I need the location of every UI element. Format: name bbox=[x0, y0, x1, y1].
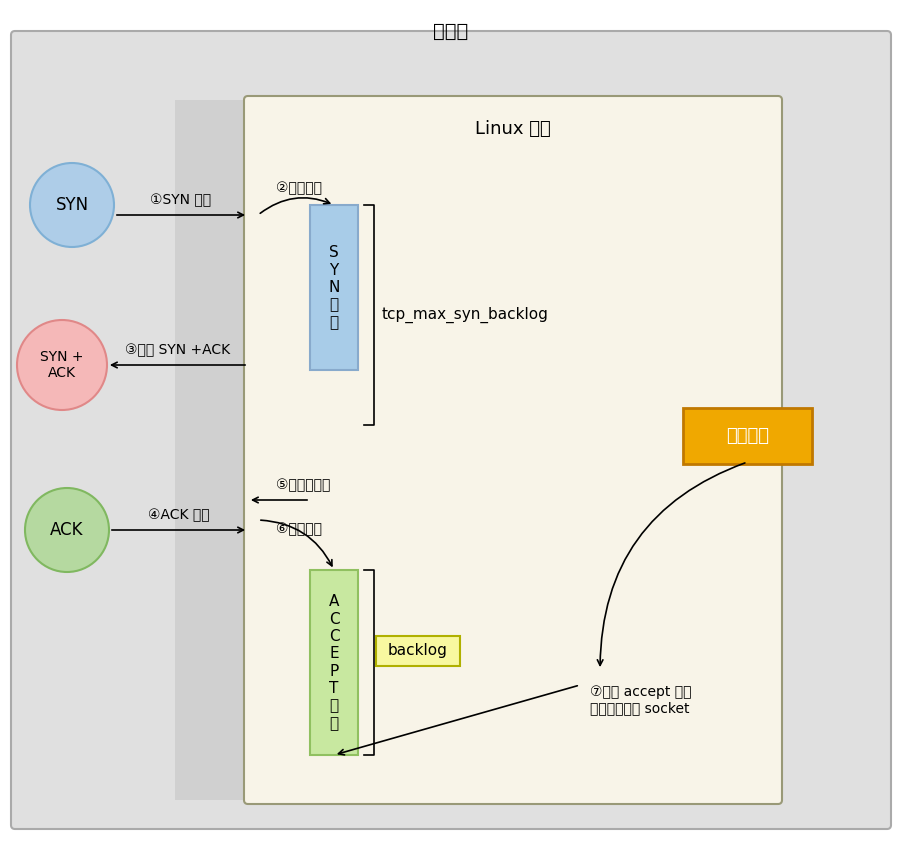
Text: 服务器: 服务器 bbox=[433, 22, 469, 41]
Circle shape bbox=[17, 320, 107, 410]
Text: Linux 内核: Linux 内核 bbox=[475, 120, 551, 138]
Text: A
C
C
E
P
T
队
列: A C C E P T 队 列 bbox=[328, 594, 339, 731]
Circle shape bbox=[25, 488, 109, 572]
Text: backlog: backlog bbox=[388, 643, 448, 658]
Text: 应用程序: 应用程序 bbox=[726, 427, 769, 445]
Text: S
Y
N
队
列: S Y N 队 列 bbox=[328, 245, 340, 330]
Text: ④ACK 到达: ④ACK 到达 bbox=[148, 508, 209, 522]
Text: tcp_max_syn_backlog: tcp_max_syn_backlog bbox=[382, 306, 549, 323]
Text: ②插入队列: ②插入队列 bbox=[276, 181, 322, 195]
Text: ⑤从队列取出: ⑤从队列取出 bbox=[276, 478, 330, 492]
Text: ⑥插入队列: ⑥插入队列 bbox=[276, 522, 322, 536]
FancyBboxPatch shape bbox=[11, 31, 891, 829]
Text: SYN: SYN bbox=[55, 196, 88, 214]
FancyBboxPatch shape bbox=[376, 636, 460, 666]
FancyBboxPatch shape bbox=[244, 96, 782, 804]
Text: ①SYN 到达: ①SYN 到达 bbox=[151, 193, 212, 207]
FancyBboxPatch shape bbox=[310, 205, 358, 370]
Text: ⑦调用 accept 取出
已完成连接的 socket: ⑦调用 accept 取出 已完成连接的 socket bbox=[590, 685, 692, 715]
Text: ③发出 SYN +ACK: ③发出 SYN +ACK bbox=[125, 343, 230, 357]
Text: SYN +
ACK: SYN + ACK bbox=[41, 350, 84, 380]
FancyBboxPatch shape bbox=[683, 408, 812, 464]
Bar bbox=[175, 100, 250, 800]
Text: ACK: ACK bbox=[51, 521, 84, 539]
FancyBboxPatch shape bbox=[310, 570, 358, 755]
Circle shape bbox=[30, 163, 114, 247]
